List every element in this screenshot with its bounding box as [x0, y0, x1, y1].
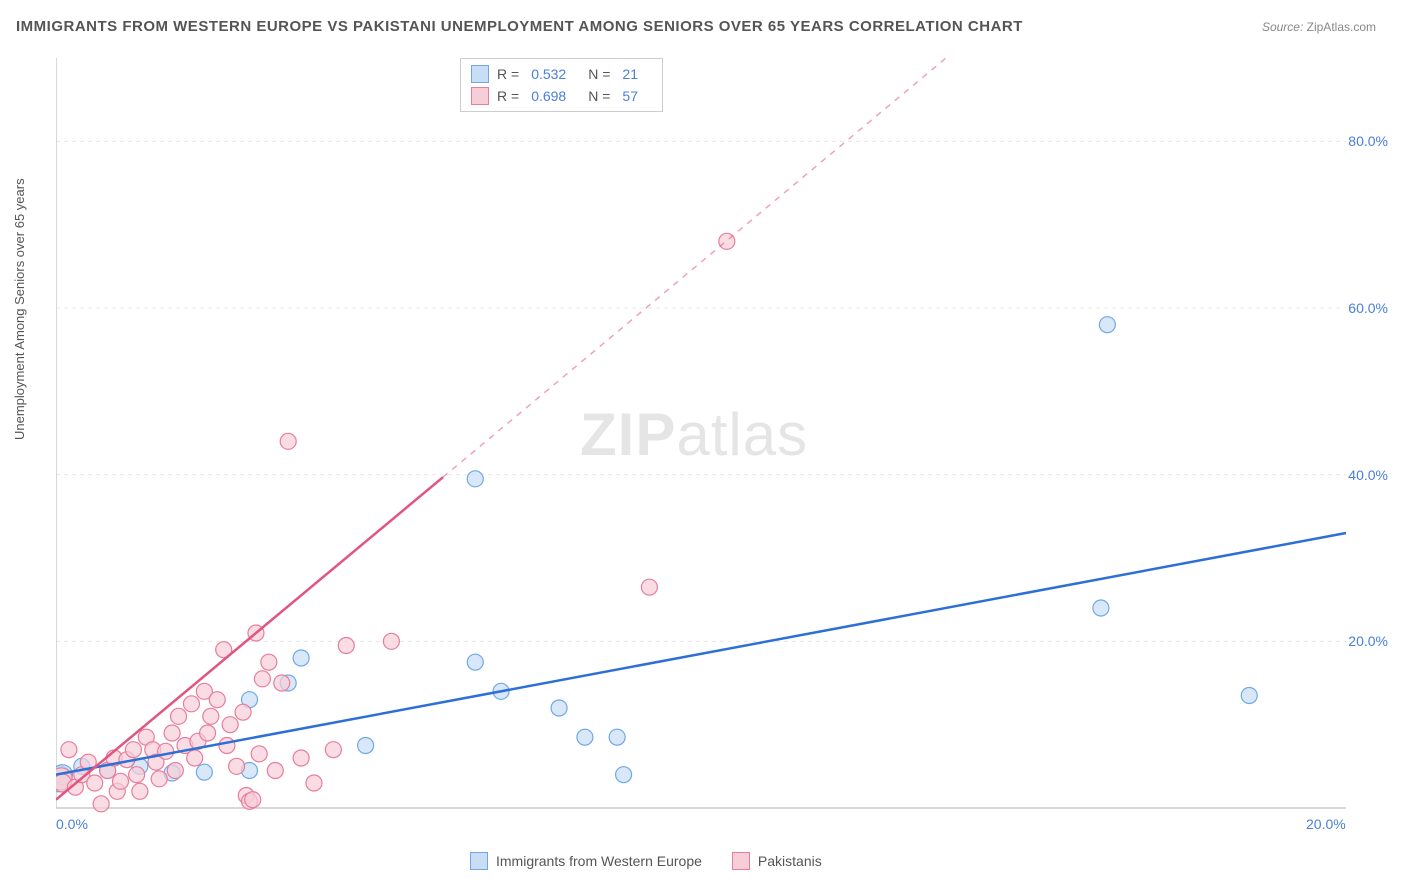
legend-series: Immigrants from Western Europe Pakistani… — [470, 852, 822, 870]
stat-n-label-1: N = — [588, 85, 610, 107]
legend-stats-row-0: R = 0.532 N = 21 — [471, 63, 652, 85]
y-axis-label: Unemployment Among Seniors over 65 years — [12, 178, 27, 440]
chart-title: IMMIGRANTS FROM WESTERN EUROPE VS PAKIST… — [16, 18, 1023, 35]
legend-swatch-0 — [471, 65, 489, 83]
source-attribution: Source: ZipAtlas.com — [1262, 20, 1376, 34]
stat-r-label-1: R = — [497, 85, 519, 107]
legend-stats-box: R = 0.532 N = 21 R = 0.698 N = 57 — [460, 58, 663, 112]
stat-r-value-0: 0.532 — [531, 63, 566, 85]
stat-r-value-1: 0.698 — [531, 85, 566, 107]
y-tick-label: 60.0% — [1348, 300, 1388, 316]
stat-n-label-0: N = — [588, 63, 610, 85]
x-tick-label: 0.0% — [56, 816, 88, 832]
legend-swatch-1 — [471, 87, 489, 105]
y-tick-label: 80.0% — [1348, 133, 1388, 149]
legend-label-1: Pakistanis — [758, 853, 822, 869]
stat-r-label-0: R = — [497, 63, 519, 85]
source-label: Source: — [1262, 20, 1303, 34]
scatter-plot — [56, 48, 1376, 838]
legend-bottom-swatch-0 — [470, 852, 488, 870]
legend-stats-row-1: R = 0.698 N = 57 — [471, 85, 652, 107]
y-tick-label: 20.0% — [1348, 633, 1388, 649]
legend-item-0: Immigrants from Western Europe — [470, 852, 702, 870]
x-tick-label: 20.0% — [1306, 816, 1346, 832]
source-value: ZipAtlas.com — [1307, 20, 1376, 34]
y-tick-label: 40.0% — [1348, 467, 1388, 483]
legend-item-1: Pakistanis — [732, 852, 822, 870]
stat-n-value-0: 21 — [622, 63, 638, 85]
stat-n-value-1: 57 — [622, 85, 638, 107]
legend-bottom-swatch-1 — [732, 852, 750, 870]
legend-label-0: Immigrants from Western Europe — [496, 853, 702, 869]
